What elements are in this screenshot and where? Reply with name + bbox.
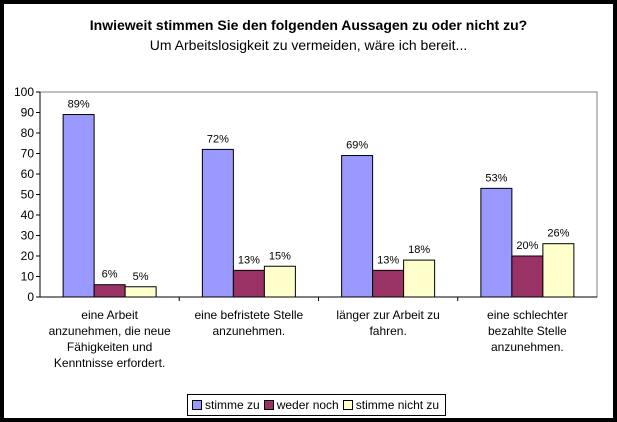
bar-weder-noch (93, 284, 126, 298)
legend-label: stimme nicht zu (355, 398, 440, 412)
legend-label: weder noch (276, 398, 339, 412)
bar-stimme-zu (480, 187, 513, 298)
x-tick-label: eine befristete Stelle anzunehmen. (195, 308, 304, 338)
x-tick-label: eine schlechter bezahlte Stelle anzunehmen… (487, 308, 568, 354)
y-tick-label: 40 (21, 208, 35, 222)
x-tick-label: länger zur Arbeit zu fahren. (336, 308, 439, 338)
y-tick-label: 0 (27, 290, 34, 304)
chart-frame: Inwieweit stimmen Sie den folgenden Auss… (4, 4, 613, 418)
data-label: 89% (68, 99, 90, 111)
y-tick-label: 100 (14, 85, 34, 99)
data-label: 5% (133, 271, 149, 283)
bar-stimme-nicht-zu (403, 259, 436, 298)
plot-area: 0 10 20 30 40 50 60 70 80 90 100 89% 6% 5% eine Arbeit… (14, 85, 598, 370)
legend-swatch-stimme-nicht-zu (342, 400, 353, 410)
chart-subtitle: Um Arbeitslosigkeit zu vermeiden, wäre i… (149, 37, 468, 53)
data-label: 26% (547, 228, 569, 240)
bar-stimme-zu (201, 148, 234, 298)
y-tick-label: 90 (21, 106, 35, 120)
y-tick-label: 10 (21, 270, 35, 284)
bar-weder-noch (232, 269, 265, 298)
legend: stimme zu weder noch stimme nicht zu (187, 394, 447, 416)
legend-swatch-stimme-zu (192, 400, 202, 410)
data-label: 69% (346, 140, 368, 152)
y-tick-label: 20 (21, 249, 35, 263)
data-label: 13% (377, 254, 399, 266)
chart-title: Inwieweit stimmen Sie den folgenden Auss… (89, 17, 528, 33)
y-tick-label: 60 (21, 167, 35, 181)
bar-stimme-nicht-zu (263, 265, 296, 298)
y-tick-label: 70 (21, 147, 35, 161)
data-label: 15% (269, 250, 291, 262)
bar-stimme-zu (341, 155, 374, 298)
bar-weder-noch (372, 269, 405, 298)
y-tick-label: 30 (21, 229, 35, 243)
bar-stimme-zu (62, 114, 95, 298)
data-label: 53% (485, 172, 507, 184)
legend-item: weder noch (263, 398, 339, 412)
bar-stimme-nicht-zu (542, 243, 575, 298)
legend-label: stimme zu (205, 398, 260, 412)
x-tick-label: eine Arbeit anzunehmen, die neue Fähigkeit… (49, 308, 171, 370)
data-label: 72% (207, 133, 229, 145)
data-label: 6% (102, 269, 118, 281)
data-label: 18% (408, 244, 430, 256)
legend-item: stimme nicht zu (342, 398, 440, 412)
y-tick-label: 50 (21, 188, 35, 202)
data-label: 13% (238, 254, 260, 266)
legend-swatch-weder-noch (263, 400, 274, 410)
bar-weder-noch (511, 255, 544, 298)
data-label: 20% (516, 240, 538, 252)
bar-stimme-nicht-zu (124, 286, 157, 298)
y-tick-label: 80 (21, 126, 35, 140)
legend-item: stimme zu (192, 398, 260, 412)
